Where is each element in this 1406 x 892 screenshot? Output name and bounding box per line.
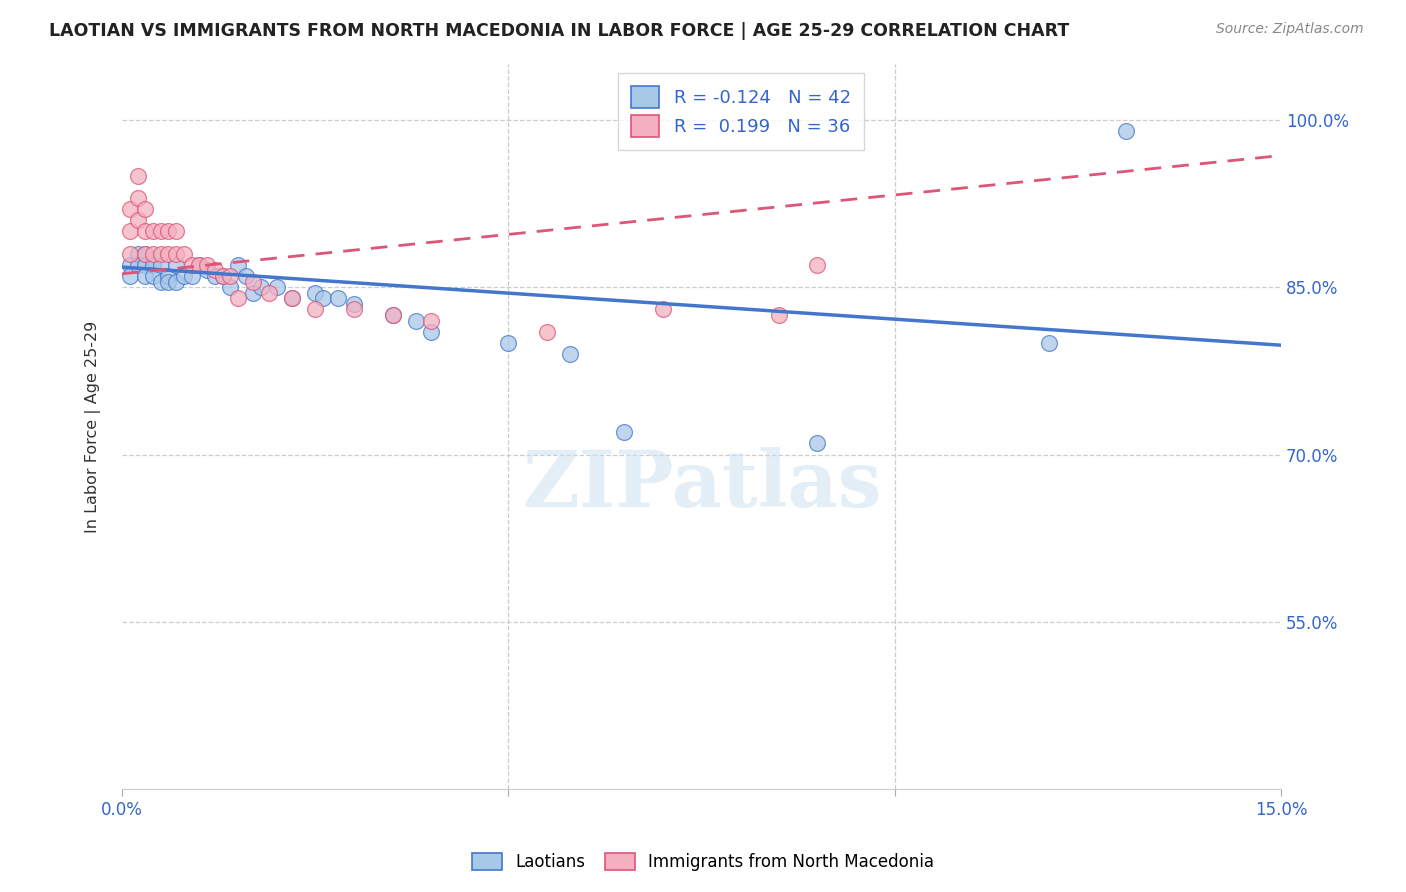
- Point: [127, 169, 149, 183]
- Point: [204, 263, 226, 277]
- Point: [806, 258, 828, 272]
- Point: [118, 268, 141, 283]
- Y-axis label: In Labor Force | Age 25-29: In Labor Force | Age 25-29: [86, 320, 101, 533]
- Point: [219, 268, 242, 283]
- Point: [180, 268, 202, 283]
- Point: [250, 280, 273, 294]
- Point: [142, 258, 165, 272]
- Point: [204, 268, 226, 283]
- Point: [211, 268, 233, 283]
- Point: [420, 325, 443, 339]
- Point: [498, 335, 520, 350]
- Point: [235, 268, 257, 283]
- Point: [304, 302, 326, 317]
- Point: [134, 246, 156, 260]
- Point: [188, 258, 211, 272]
- Point: [134, 268, 156, 283]
- Legend: Laotians, Immigrants from North Macedonia: Laotians, Immigrants from North Macedoni…: [464, 845, 942, 880]
- Text: LAOTIAN VS IMMIGRANTS FROM NORTH MACEDONIA IN LABOR FORCE | AGE 25-29 CORRELATIO: LAOTIAN VS IMMIGRANTS FROM NORTH MACEDON…: [49, 22, 1070, 40]
- Point: [195, 258, 218, 272]
- Text: ZIPatlas: ZIPatlas: [522, 447, 882, 523]
- Point: [118, 258, 141, 272]
- Point: [127, 213, 149, 227]
- Point: [142, 252, 165, 267]
- Point: [134, 202, 156, 216]
- Point: [173, 246, 195, 260]
- Point: [560, 347, 582, 361]
- Point: [1115, 124, 1137, 138]
- Point: [149, 275, 172, 289]
- Text: Source: ZipAtlas.com: Source: ZipAtlas.com: [1216, 22, 1364, 37]
- Point: [242, 285, 264, 300]
- Point: [134, 258, 156, 272]
- Point: [165, 224, 187, 238]
- Point: [651, 302, 673, 317]
- Point: [1038, 335, 1060, 350]
- Point: [142, 224, 165, 238]
- Point: [304, 285, 326, 300]
- Point: [134, 246, 156, 260]
- Point: [127, 246, 149, 260]
- Point: [157, 246, 180, 260]
- Point: [768, 308, 790, 322]
- Point: [405, 313, 427, 327]
- Point: [242, 275, 264, 289]
- Point: [328, 291, 350, 305]
- Point: [195, 263, 218, 277]
- Legend: R = -0.124   N = 42, R =  0.199   N = 36: R = -0.124 N = 42, R = 0.199 N = 36: [617, 73, 863, 150]
- Point: [118, 246, 141, 260]
- Point: [381, 308, 404, 322]
- Point: [806, 436, 828, 450]
- Point: [281, 291, 304, 305]
- Point: [142, 268, 165, 283]
- Point: [343, 297, 366, 311]
- Point: [211, 268, 233, 283]
- Point: [157, 268, 180, 283]
- Point: [180, 258, 202, 272]
- Point: [226, 291, 249, 305]
- Point: [266, 280, 288, 294]
- Point: [613, 425, 636, 440]
- Point: [536, 325, 558, 339]
- Point: [343, 302, 366, 317]
- Point: [420, 313, 443, 327]
- Point: [118, 224, 141, 238]
- Point: [165, 275, 187, 289]
- Point: [149, 224, 172, 238]
- Point: [157, 275, 180, 289]
- Point: [312, 291, 335, 305]
- Point: [173, 268, 195, 283]
- Point: [226, 258, 249, 272]
- Point: [281, 291, 304, 305]
- Point: [165, 258, 187, 272]
- Point: [257, 285, 280, 300]
- Point: [219, 280, 242, 294]
- Point: [157, 224, 180, 238]
- Point: [134, 224, 156, 238]
- Point: [127, 191, 149, 205]
- Point: [165, 246, 187, 260]
- Point: [149, 258, 172, 272]
- Point: [381, 308, 404, 322]
- Point: [127, 258, 149, 272]
- Point: [149, 246, 172, 260]
- Point: [188, 258, 211, 272]
- Point: [142, 246, 165, 260]
- Point: [118, 202, 141, 216]
